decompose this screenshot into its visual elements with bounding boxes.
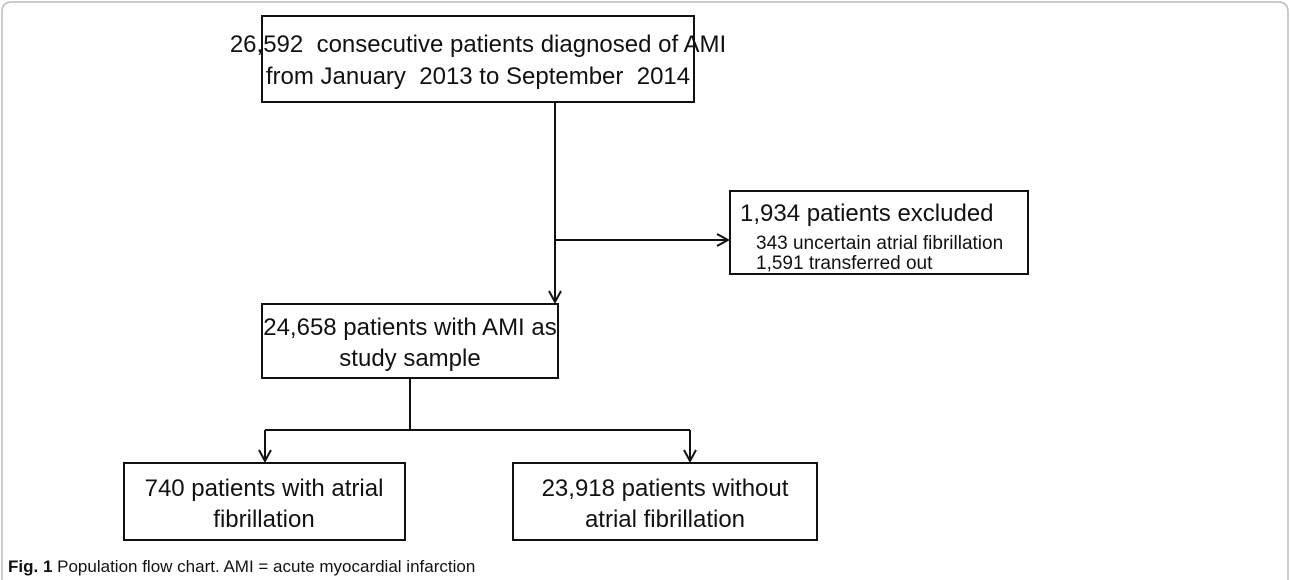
node-text: 740 patients with atrial [145, 475, 384, 502]
node-box [729, 190, 1029, 275]
caption-text: Population flow chart. AMI = acute myoca… [57, 557, 475, 576]
node-text: 1,591 transferred out [756, 253, 933, 274]
node-text: 343 uncertain atrial fibrillation [756, 233, 1003, 254]
node-title: 1,934 patients excluded [740, 200, 994, 227]
node-text: 24,658 patients with AMI as [263, 314, 557, 341]
node-text: 26,592 consecutive patients diagnosed of… [230, 31, 726, 58]
caption-label: Fig. 1 [8, 557, 52, 576]
caption: Fig. 1 Population flow chart. AMI = acut… [8, 557, 475, 576]
node-text: from January 2013 to September 2014 [266, 63, 690, 90]
node-text: 23,918 patients without [542, 475, 789, 502]
node-box [261, 15, 695, 103]
node-box [123, 462, 406, 541]
node-text: atrial fibrillation [585, 506, 745, 533]
node-box [261, 303, 559, 379]
node-text: fibrillation [213, 506, 314, 533]
node-text: study sample [339, 345, 480, 372]
node-box [512, 462, 818, 541]
